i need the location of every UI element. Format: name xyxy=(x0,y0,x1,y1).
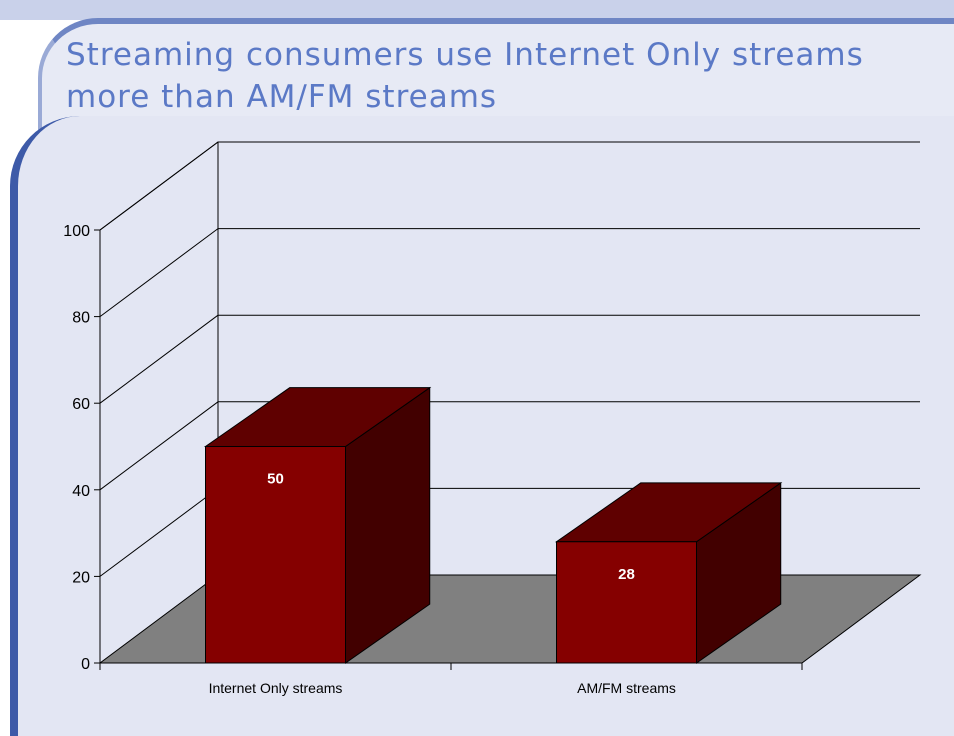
gridline-side xyxy=(99,141,219,231)
x-category-label: AM/FM streams xyxy=(577,680,676,696)
y-tick-label: 100 xyxy=(63,223,90,240)
bar: 28 xyxy=(554,481,783,664)
slide-title: Streaming consumers use Internet Only st… xyxy=(66,37,864,115)
y-axis: 0 20 40 60 80 100 xyxy=(63,223,101,673)
y-tick-label: 80 xyxy=(72,310,90,327)
bar: 50 xyxy=(203,386,432,664)
top-decorative-band xyxy=(0,0,954,20)
bars: 50 28 xyxy=(203,386,783,664)
title-panel xyxy=(38,18,954,134)
bar-front xyxy=(205,446,346,664)
bar-chart: 0 20 40 60 80 100 Internet Only streams AM/FM … xyxy=(63,141,922,696)
x-axis: Internet Only streams AM/FM streams xyxy=(99,662,803,696)
y-tick-label: 60 xyxy=(72,396,90,413)
gridline-side xyxy=(99,401,219,491)
bar-data-label: 50 xyxy=(267,471,284,488)
y-tick-label: 40 xyxy=(72,483,90,500)
bar-data-label: 28 xyxy=(618,566,635,583)
x-category-label: Internet Only streams xyxy=(209,680,343,696)
bar-front xyxy=(556,541,697,664)
gridline-side xyxy=(99,228,219,318)
gridline-side xyxy=(99,314,219,404)
gridline-side xyxy=(99,487,219,577)
y-tick-label: 0 xyxy=(81,656,90,673)
y-tick-label: 20 xyxy=(72,569,90,586)
